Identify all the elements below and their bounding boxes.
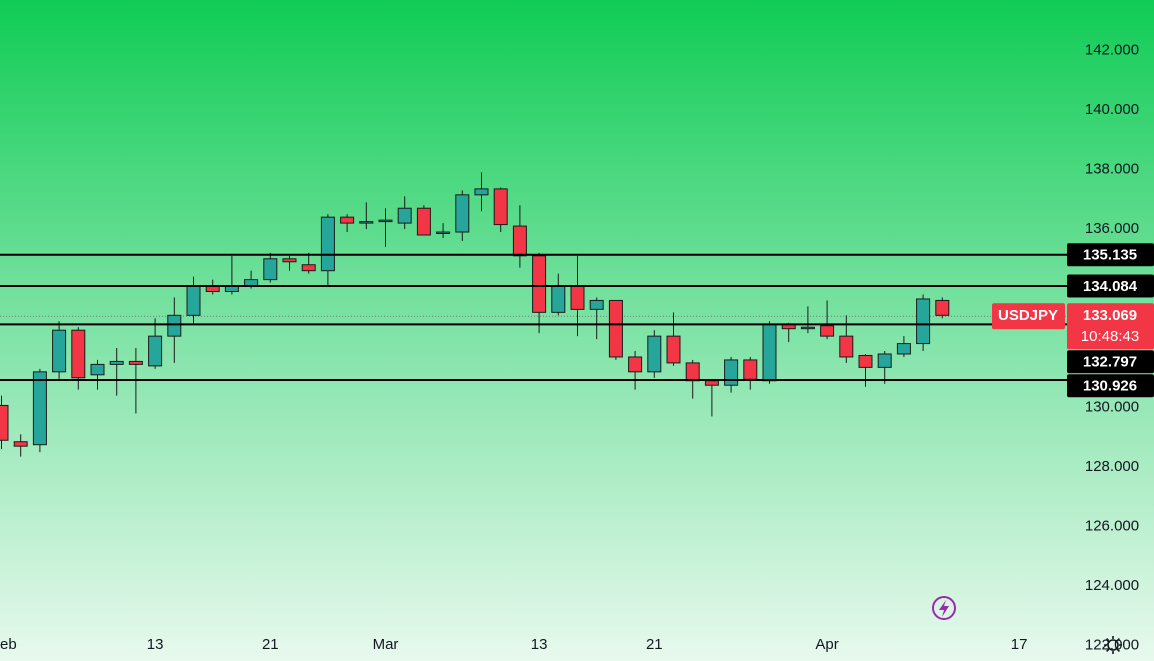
candle-body <box>186 285 201 316</box>
candle-body <box>762 323 777 382</box>
alert-icon[interactable] <box>932 596 956 620</box>
candle-body <box>282 258 297 263</box>
price-label: 133.069 <box>1083 307 1137 324</box>
x-tick-label: 21 <box>262 636 279 653</box>
candle-body <box>148 335 163 367</box>
candle-body <box>877 353 892 368</box>
x-tick-label: Mar <box>373 636 399 653</box>
level-label-box <box>1067 374 1154 398</box>
level-label-box <box>1067 350 1154 374</box>
y-tick-label: 138.000 <box>1085 161 1139 178</box>
y-tick-label: 124.000 <box>1085 577 1139 594</box>
candle-body <box>666 335 681 364</box>
candle-body <box>416 207 431 236</box>
y-tick-label: 136.000 <box>1085 220 1139 237</box>
candle-body <box>359 221 374 224</box>
candle-body <box>167 314 182 337</box>
candle-body <box>109 360 124 365</box>
candle-body <box>13 441 28 447</box>
x-tick-label: eb <box>0 636 17 653</box>
candle-body <box>743 359 758 380</box>
candle-body <box>340 216 355 224</box>
level-label-box <box>1067 243 1154 267</box>
candle-body <box>0 404 9 441</box>
candle-body <box>935 299 950 316</box>
candle-body <box>647 335 662 373</box>
candle-body <box>628 356 643 373</box>
candle-body <box>378 219 393 223</box>
candle-body <box>532 255 547 313</box>
candle-body <box>52 329 67 373</box>
symbol-label-box <box>992 303 1065 330</box>
y-tick-label: 122.000 <box>1085 636 1139 653</box>
y-tick-label: 128.000 <box>1085 458 1139 475</box>
candle-body <box>551 285 566 313</box>
level-label: 130.926 <box>1083 378 1137 395</box>
candle-body <box>704 380 719 386</box>
candle-body <box>858 354 873 368</box>
x-tick-label: Apr <box>815 636 838 653</box>
candle-body <box>474 188 489 196</box>
candle-body <box>493 188 508 226</box>
level-label: 134.084 <box>1083 278 1138 295</box>
symbol-label: USDJPY <box>998 307 1058 324</box>
candle-body <box>244 279 259 287</box>
price-label-box <box>1067 303 1154 350</box>
candle-body <box>589 299 604 310</box>
y-tick-label: 130.000 <box>1085 398 1139 415</box>
candle-body <box>301 264 316 272</box>
candle-body <box>916 298 931 345</box>
candle-body <box>512 225 527 257</box>
x-tick-label: 13 <box>147 636 164 653</box>
level-label-box <box>1067 274 1154 298</box>
y-tick-label: 126.000 <box>1085 517 1139 534</box>
level-label: 135.135 <box>1083 247 1137 264</box>
candle-body <box>71 329 86 379</box>
level-label: 132.797 <box>1083 354 1137 371</box>
candle-body <box>896 343 911 355</box>
candle-body <box>32 371 47 446</box>
candle-body <box>800 326 815 330</box>
candle-body <box>436 231 451 235</box>
candle-body <box>263 258 278 281</box>
x-tick-label: 13 <box>531 636 548 653</box>
candle-body <box>128 360 143 365</box>
candle-body <box>608 299 623 358</box>
candle-body <box>320 216 335 272</box>
y-tick-label: 142.000 <box>1085 42 1139 59</box>
countdown-label: 10:48:43 <box>1081 328 1139 345</box>
candle-body <box>397 207 412 224</box>
settings-icon[interactable] <box>1104 636 1122 654</box>
candle-body <box>724 359 739 386</box>
x-tick-label: 17 <box>1011 636 1028 653</box>
lightning <box>939 600 949 617</box>
candle-body <box>839 335 854 358</box>
candle-body <box>90 363 105 376</box>
candle-body <box>820 325 835 337</box>
y-tick-label: 140.000 <box>1085 101 1139 118</box>
candle-body <box>455 194 470 233</box>
x-tick-label: 21 <box>646 636 663 653</box>
candle-body <box>570 285 585 310</box>
candle-body <box>685 362 700 382</box>
